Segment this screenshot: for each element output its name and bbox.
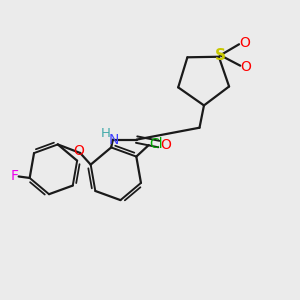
- Text: O: O: [240, 60, 251, 74]
- Text: O: O: [239, 36, 250, 50]
- Text: F: F: [10, 169, 18, 184]
- Text: S: S: [215, 48, 226, 63]
- Text: H: H: [100, 127, 110, 140]
- Text: Cl: Cl: [150, 137, 163, 151]
- Text: O: O: [73, 145, 84, 158]
- Text: O: O: [160, 138, 171, 152]
- Text: N: N: [109, 133, 119, 147]
